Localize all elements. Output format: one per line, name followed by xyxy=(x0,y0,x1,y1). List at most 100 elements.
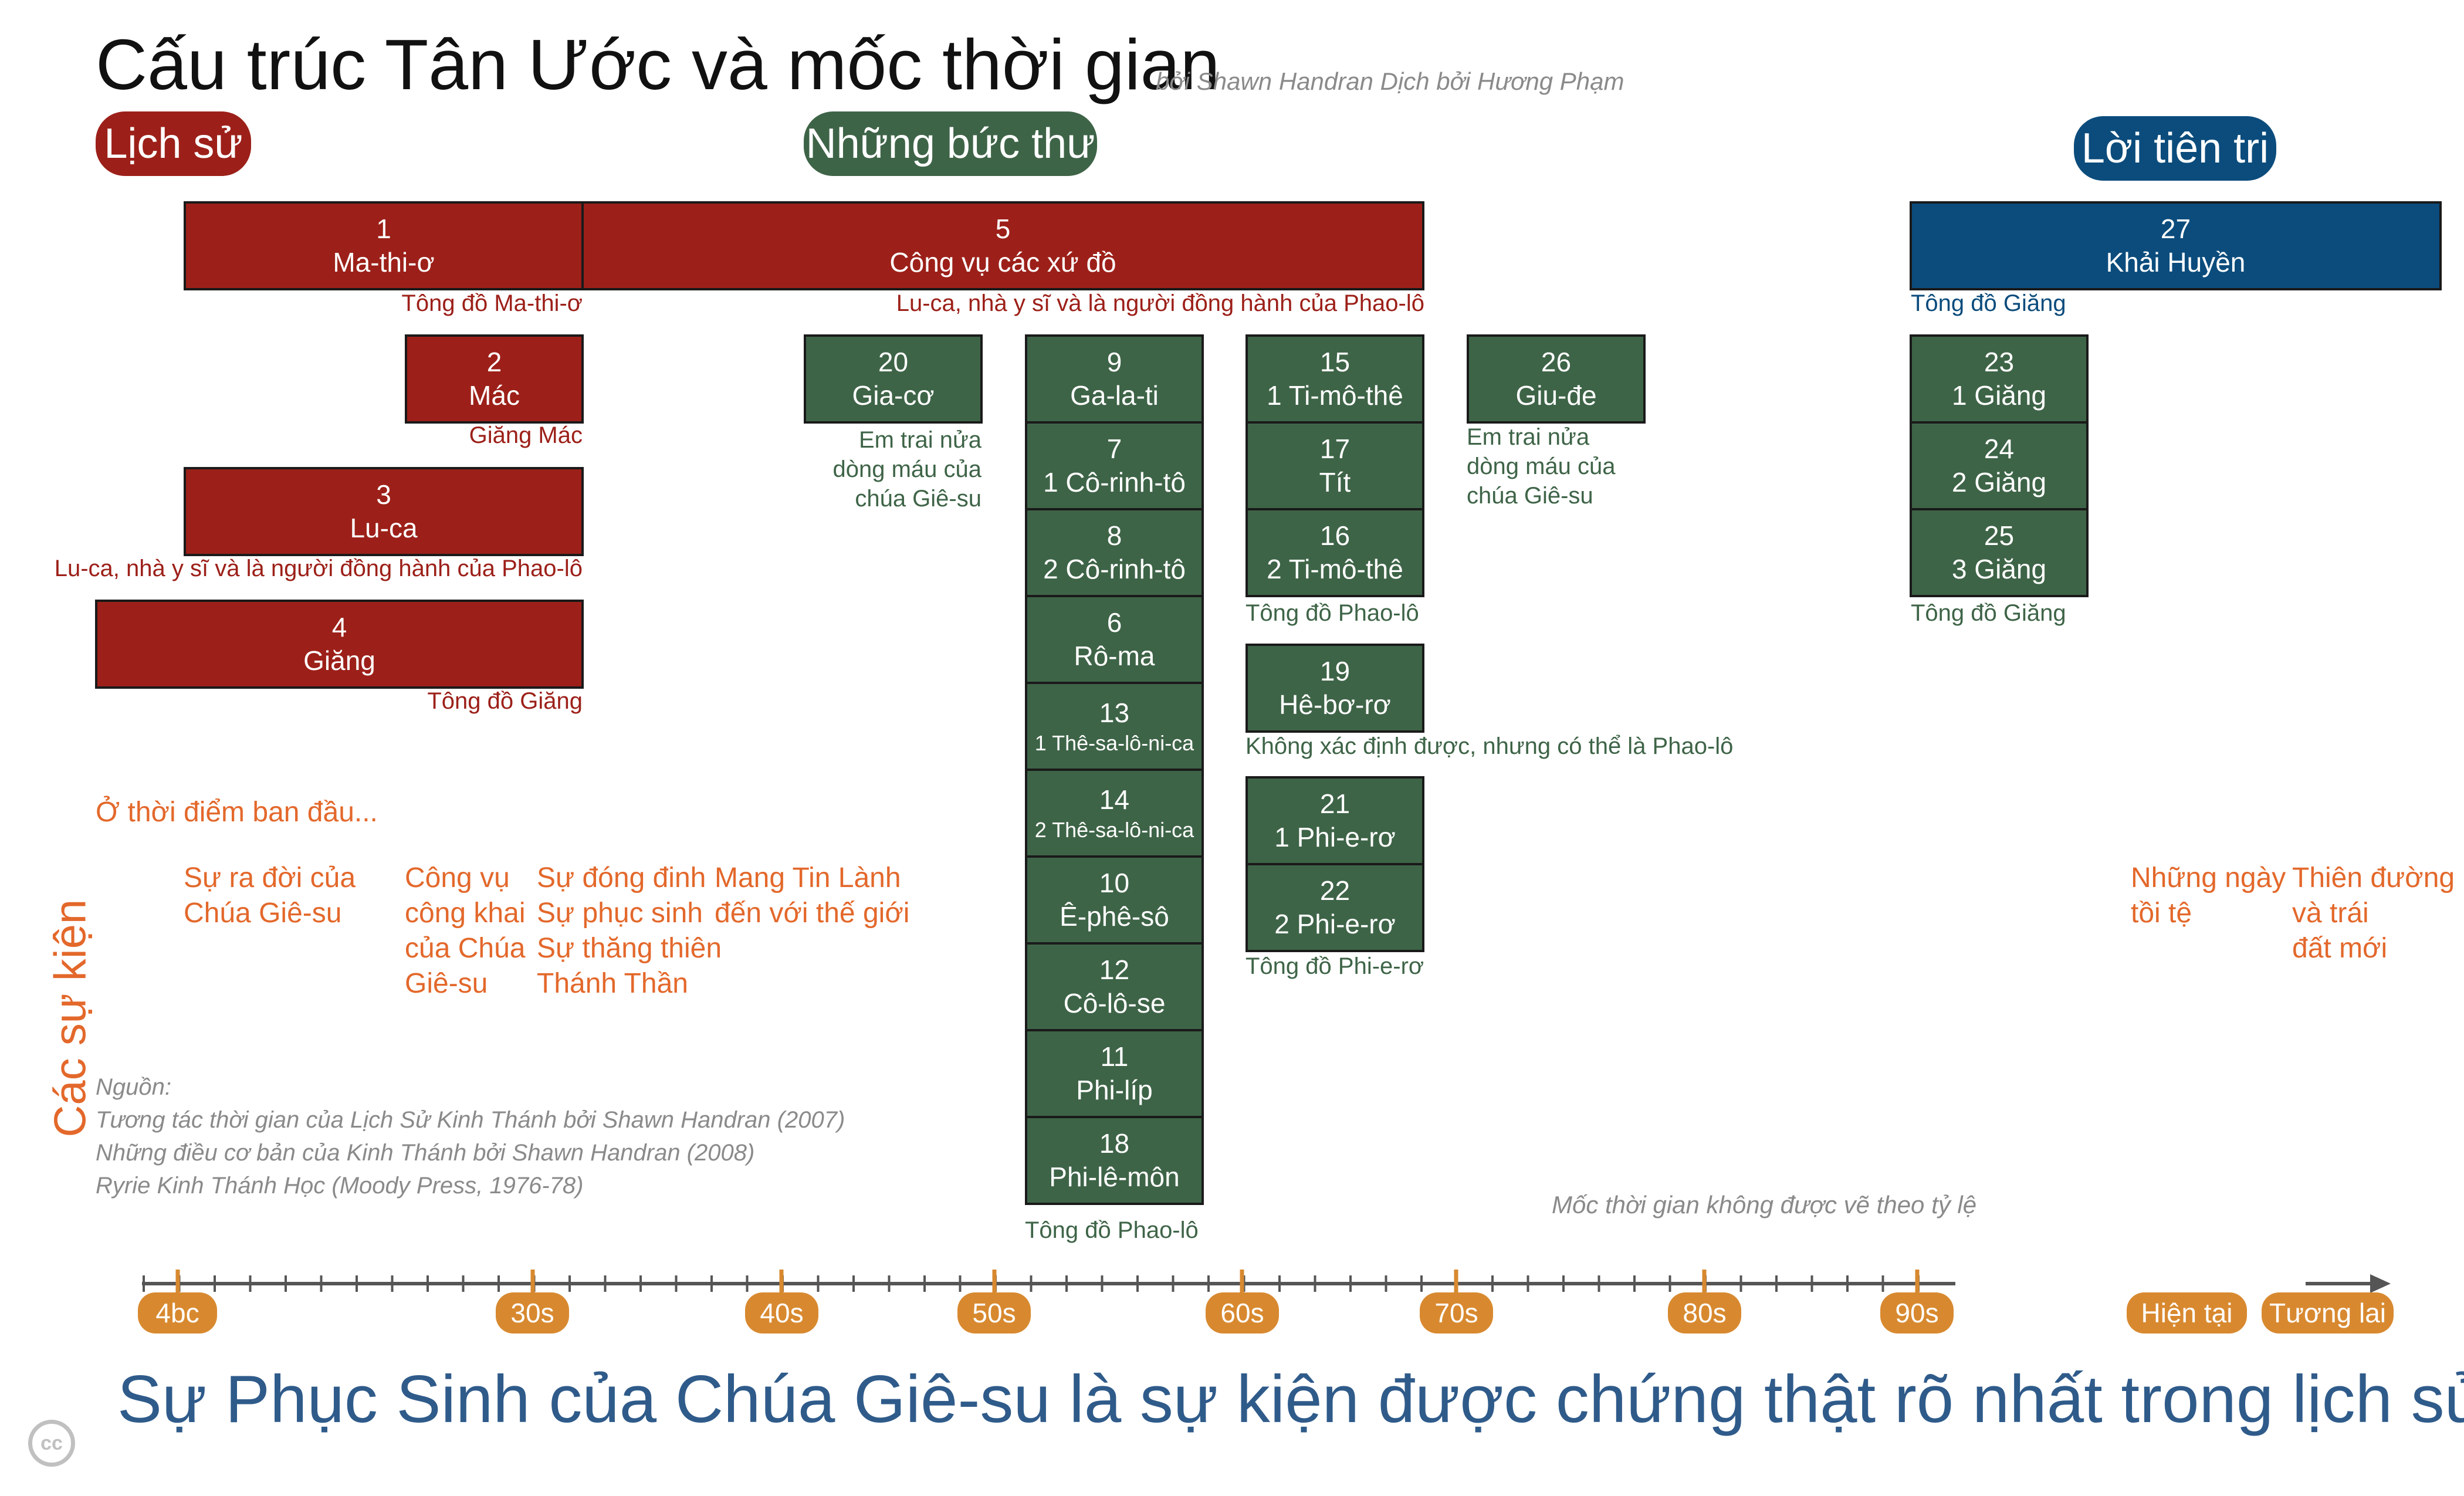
event-birth: Sự ra đời của Chúa Giê-su xyxy=(184,861,356,931)
book-2-thessalonians: 14 2 Thê-sa-lô-ni-ca xyxy=(1025,769,1204,858)
author-peter: Tông đồ Phi-e-rơ xyxy=(1245,953,1424,980)
author-hebrews: Không xác định được, nhưng có thể là Pha… xyxy=(1245,733,1733,760)
book-name: Ga-la-ti xyxy=(1070,379,1159,413)
events-intro: Ở thời điểm ban đầu... xyxy=(96,795,378,830)
category-prophecy: Lời tiên tri xyxy=(2074,116,2276,181)
book-name: Mác xyxy=(469,379,520,413)
author-mark: Giăng Mác xyxy=(469,422,583,449)
book-name: Công vụ các xứ đồ xyxy=(889,246,1116,280)
book-galatians: 9 Ga-la-ti xyxy=(1025,334,1204,424)
sources-heading: Nguồn: xyxy=(96,1071,845,1104)
source-line: Những điều cơ bản của Kinh Thánh bởi Sha… xyxy=(96,1136,845,1169)
book-name: Gia-cơ xyxy=(852,379,934,413)
book-romans: 6 Rô-ma xyxy=(1025,595,1204,684)
book-name: 2 Phi-e-rơ xyxy=(1274,908,1396,942)
book-1-peter: 21 1 Phi-e-rơ xyxy=(1245,776,1424,865)
book-1-timothy: 15 1 Ti-mô-thê xyxy=(1245,334,1424,424)
author-jude: Em trai nửa dòng máu của chúa Giê-su xyxy=(1467,422,1643,510)
timeline-label-50s: 50s xyxy=(957,1292,1031,1333)
byline: bởi Shawn Handran Dịch bởi Hương Phạm xyxy=(1156,67,1624,96)
book-number: 18 xyxy=(1099,1127,1129,1161)
pauline-letters: 9 Ga-la-ti 7 1 Cô-rinh-tô 8 2 Cô-rinh-tô… xyxy=(1025,334,1204,1205)
book-1-corinthians: 7 1 Cô-rinh-tô xyxy=(1025,421,1204,510)
book-number: 12 xyxy=(1099,953,1129,987)
book-number: 23 xyxy=(1984,346,2014,380)
book-number: 15 xyxy=(1320,346,1350,380)
book-number: 8 xyxy=(1107,519,1122,553)
book-2-john: 24 2 Giăng xyxy=(1910,421,2089,510)
book-number: 17 xyxy=(1320,432,1350,466)
book-2-timothy: 16 2 Ti-mô-thê xyxy=(1245,508,1424,597)
creative-commons-icon: cc xyxy=(28,1420,75,1467)
peter-letters: 21 1 Phi-e-rơ 22 2 Phi-e-rơ xyxy=(1245,776,1424,952)
author-revelation: Tông đồ Giăng xyxy=(1911,290,2066,317)
book-name: 1 Thê-sa-lô-ni-ca xyxy=(1035,730,1194,756)
book-number: 19 xyxy=(1320,655,1350,689)
book-number: 27 xyxy=(2161,212,2191,246)
timeline-label-future: Tương lai xyxy=(2262,1292,2394,1333)
book-number: 7 xyxy=(1107,432,1122,466)
book-number: 25 xyxy=(1984,519,2014,553)
book-number: 10 xyxy=(1099,867,1129,901)
book-1-thessalonians: 13 1 Thê-sa-lô-ni-ca xyxy=(1025,682,1204,771)
book-colossians: 12 Cô-lô-se xyxy=(1025,942,1204,1031)
category-letters: Những bức thư xyxy=(804,111,1097,176)
book-philemon: 18 Phi-lê-môn xyxy=(1025,1116,1204,1205)
book-name: Lu-ca xyxy=(350,512,417,546)
book-number: 22 xyxy=(1320,874,1350,908)
book-number: 21 xyxy=(1320,787,1350,821)
footer-statement: Sự Phục Sinh của Chúa Giê-su là sự kiện … xyxy=(117,1361,2464,1438)
book-name: Khải Huyền xyxy=(2106,246,2246,280)
book-hebrews: 19 Hê-bơ-rơ xyxy=(1245,644,1424,733)
book-jude: 26 Giu-đe xyxy=(1467,334,1646,424)
scale-note: Mốc thời gian không được vẽ theo tỷ lệ xyxy=(1552,1191,1976,1219)
book-james: 20 Gia-cơ xyxy=(804,334,983,424)
book-number: 2 xyxy=(487,346,502,380)
timeline-label-30s: 30s xyxy=(496,1292,569,1333)
book-titus: 17 Tít xyxy=(1245,421,1424,510)
book-number: 16 xyxy=(1320,519,1350,553)
book-2-peter: 22 2 Phi-e-rơ xyxy=(1245,863,1424,952)
timeline-label-60s: 60s xyxy=(1206,1292,1279,1333)
timeline-label-70s: 70s xyxy=(1420,1292,1493,1333)
event-new-heaven: Thiên đường và trái đất mới xyxy=(2292,861,2455,966)
book-2-corinthians: 8 2 Cô-rinh-tô xyxy=(1025,508,1204,597)
book-1-john: 23 1 Giăng xyxy=(1910,334,2089,424)
author-luke: Lu-ca, nhà y sĩ và là người đồng hành củ… xyxy=(55,556,583,582)
book-luke: 3 Lu-ca xyxy=(184,467,584,556)
timeline-label-90s: 90s xyxy=(1880,1292,1954,1333)
author-acts: Lu-ca, nhà y sĩ và là người đồng hành củ… xyxy=(896,290,1424,317)
book-name: Phi-líp xyxy=(1076,1074,1152,1108)
book-philippians: 11 Phi-líp xyxy=(1025,1029,1204,1118)
author-john-letters: Tông đồ Giăng xyxy=(1911,600,2066,627)
book-name: 2 Ti-mô-thê xyxy=(1267,553,1403,587)
event-ministry: Công vụ công khai của Chúa Giê-su xyxy=(405,861,525,1001)
book-3-john: 25 3 Giăng xyxy=(1910,508,2089,597)
timeline-label-40s: 40s xyxy=(745,1292,818,1333)
book-number: 1 xyxy=(376,212,391,246)
book-name: 3 Giăng xyxy=(1952,553,2046,587)
book-revelation: 27 Khải Huyền xyxy=(1910,201,2442,290)
book-number: 26 xyxy=(1541,346,1571,380)
book-name: 1 Phi-e-rơ xyxy=(1274,821,1396,855)
book-name: Giăng xyxy=(303,644,375,678)
page-title: Cấu trúc Tân Ước và mốc thời gian xyxy=(96,23,1220,106)
book-number: 20 xyxy=(878,346,908,380)
event-gospel: Mang Tin Lành đến với thế giới xyxy=(715,861,909,931)
book-number: 3 xyxy=(376,478,391,512)
book-john: 4 Giăng xyxy=(95,600,584,689)
book-number: 13 xyxy=(1099,696,1129,730)
author-james: Em trai nửa dòng máu của chúa Giê-su xyxy=(805,425,981,513)
book-name: Rô-ma xyxy=(1074,639,1155,673)
john-letters: 23 1 Giăng 24 2 Giăng 25 3 Giăng xyxy=(1910,334,2089,597)
source-line: Ryrie Kinh Thánh Học (Moody Press, 1976-… xyxy=(96,1169,845,1202)
book-name: 2 Cô-rinh-tô xyxy=(1043,553,1186,587)
category-history: Lịch sử xyxy=(96,111,251,176)
timeline-label-4bc: 4bc xyxy=(138,1292,217,1333)
author-pauline: Tông đồ Phao-lô xyxy=(1025,1217,1199,1244)
author-pastoral: Tông đồ Phao-lô xyxy=(1245,600,1419,627)
event-last-days: Những ngày tồi tệ xyxy=(2131,861,2286,931)
future-arrow-icon xyxy=(2370,1274,2391,1293)
timeline-label-present: Hiện tại xyxy=(2127,1292,2247,1333)
book-name: Hê-bơ-rơ xyxy=(1279,688,1391,722)
